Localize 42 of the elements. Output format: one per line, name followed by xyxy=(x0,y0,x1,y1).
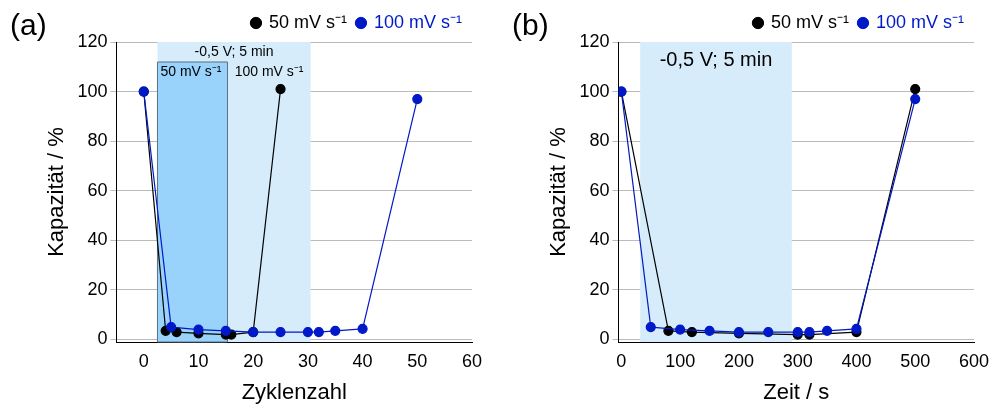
y-tick-label: 60 xyxy=(87,179,108,200)
y-tick-label: 60 xyxy=(589,179,610,200)
chart-title: (b) xyxy=(512,8,549,42)
y-tick-label: 120 xyxy=(77,30,108,51)
x-tick-label: 600 xyxy=(958,350,990,371)
y-tick-label: 100 xyxy=(77,80,108,101)
y-tick-label: 20 xyxy=(589,278,610,299)
y-tick-label: 100 xyxy=(579,80,610,101)
chart-title: (a) xyxy=(10,8,47,42)
legend-label: 50 mV s⁻¹ xyxy=(770,11,849,32)
x-tick-label: 30 xyxy=(297,350,318,371)
y-tick-label: 0 xyxy=(97,328,108,349)
y-tick-label: 20 xyxy=(87,278,108,299)
y-tick-label: 0 xyxy=(599,328,610,349)
annotation: 100 mV s⁻¹ xyxy=(234,62,304,79)
x-tick-label: 60 xyxy=(461,350,483,371)
x-tick-label: 0 xyxy=(138,350,149,371)
x-tick-label: 200 xyxy=(723,350,754,371)
x-tick-label: 400 xyxy=(841,350,872,371)
band-label: -0,5 V; 5 min xyxy=(659,47,773,70)
band-label: 50 mV s⁻¹ xyxy=(160,62,222,79)
x-tick-label: 100 xyxy=(665,350,696,371)
legend-label: 50 mV s⁻¹ xyxy=(268,11,347,32)
x-tick-label: 40 xyxy=(352,350,373,371)
x-tick-label: 20 xyxy=(243,350,264,371)
x-axis-title: Zeit / s xyxy=(763,378,830,404)
x-tick-label: 300 xyxy=(782,350,813,371)
y-axis-title: Kapazität / % xyxy=(545,127,571,257)
y-tick-label: 120 xyxy=(579,30,610,51)
legend-label: 100 mV s⁻¹ xyxy=(875,11,965,32)
x-tick-label: 50 xyxy=(407,350,428,371)
x-tick-label: 500 xyxy=(900,350,931,371)
x-tick-label: 10 xyxy=(188,350,209,371)
y-tick-label: 40 xyxy=(87,229,108,250)
band-label: -0,5 V; 5 min xyxy=(194,42,274,59)
y-axis-title: Kapazität / % xyxy=(43,127,69,257)
x-axis-title: Zyklenzahl xyxy=(241,378,347,404)
legend-label: 100 mV s⁻¹ xyxy=(373,11,463,32)
x-tick-label: 0 xyxy=(616,350,627,371)
y-tick-label: 80 xyxy=(589,130,610,151)
y-tick-label: 80 xyxy=(87,130,108,151)
y-tick-label: 40 xyxy=(589,229,610,250)
